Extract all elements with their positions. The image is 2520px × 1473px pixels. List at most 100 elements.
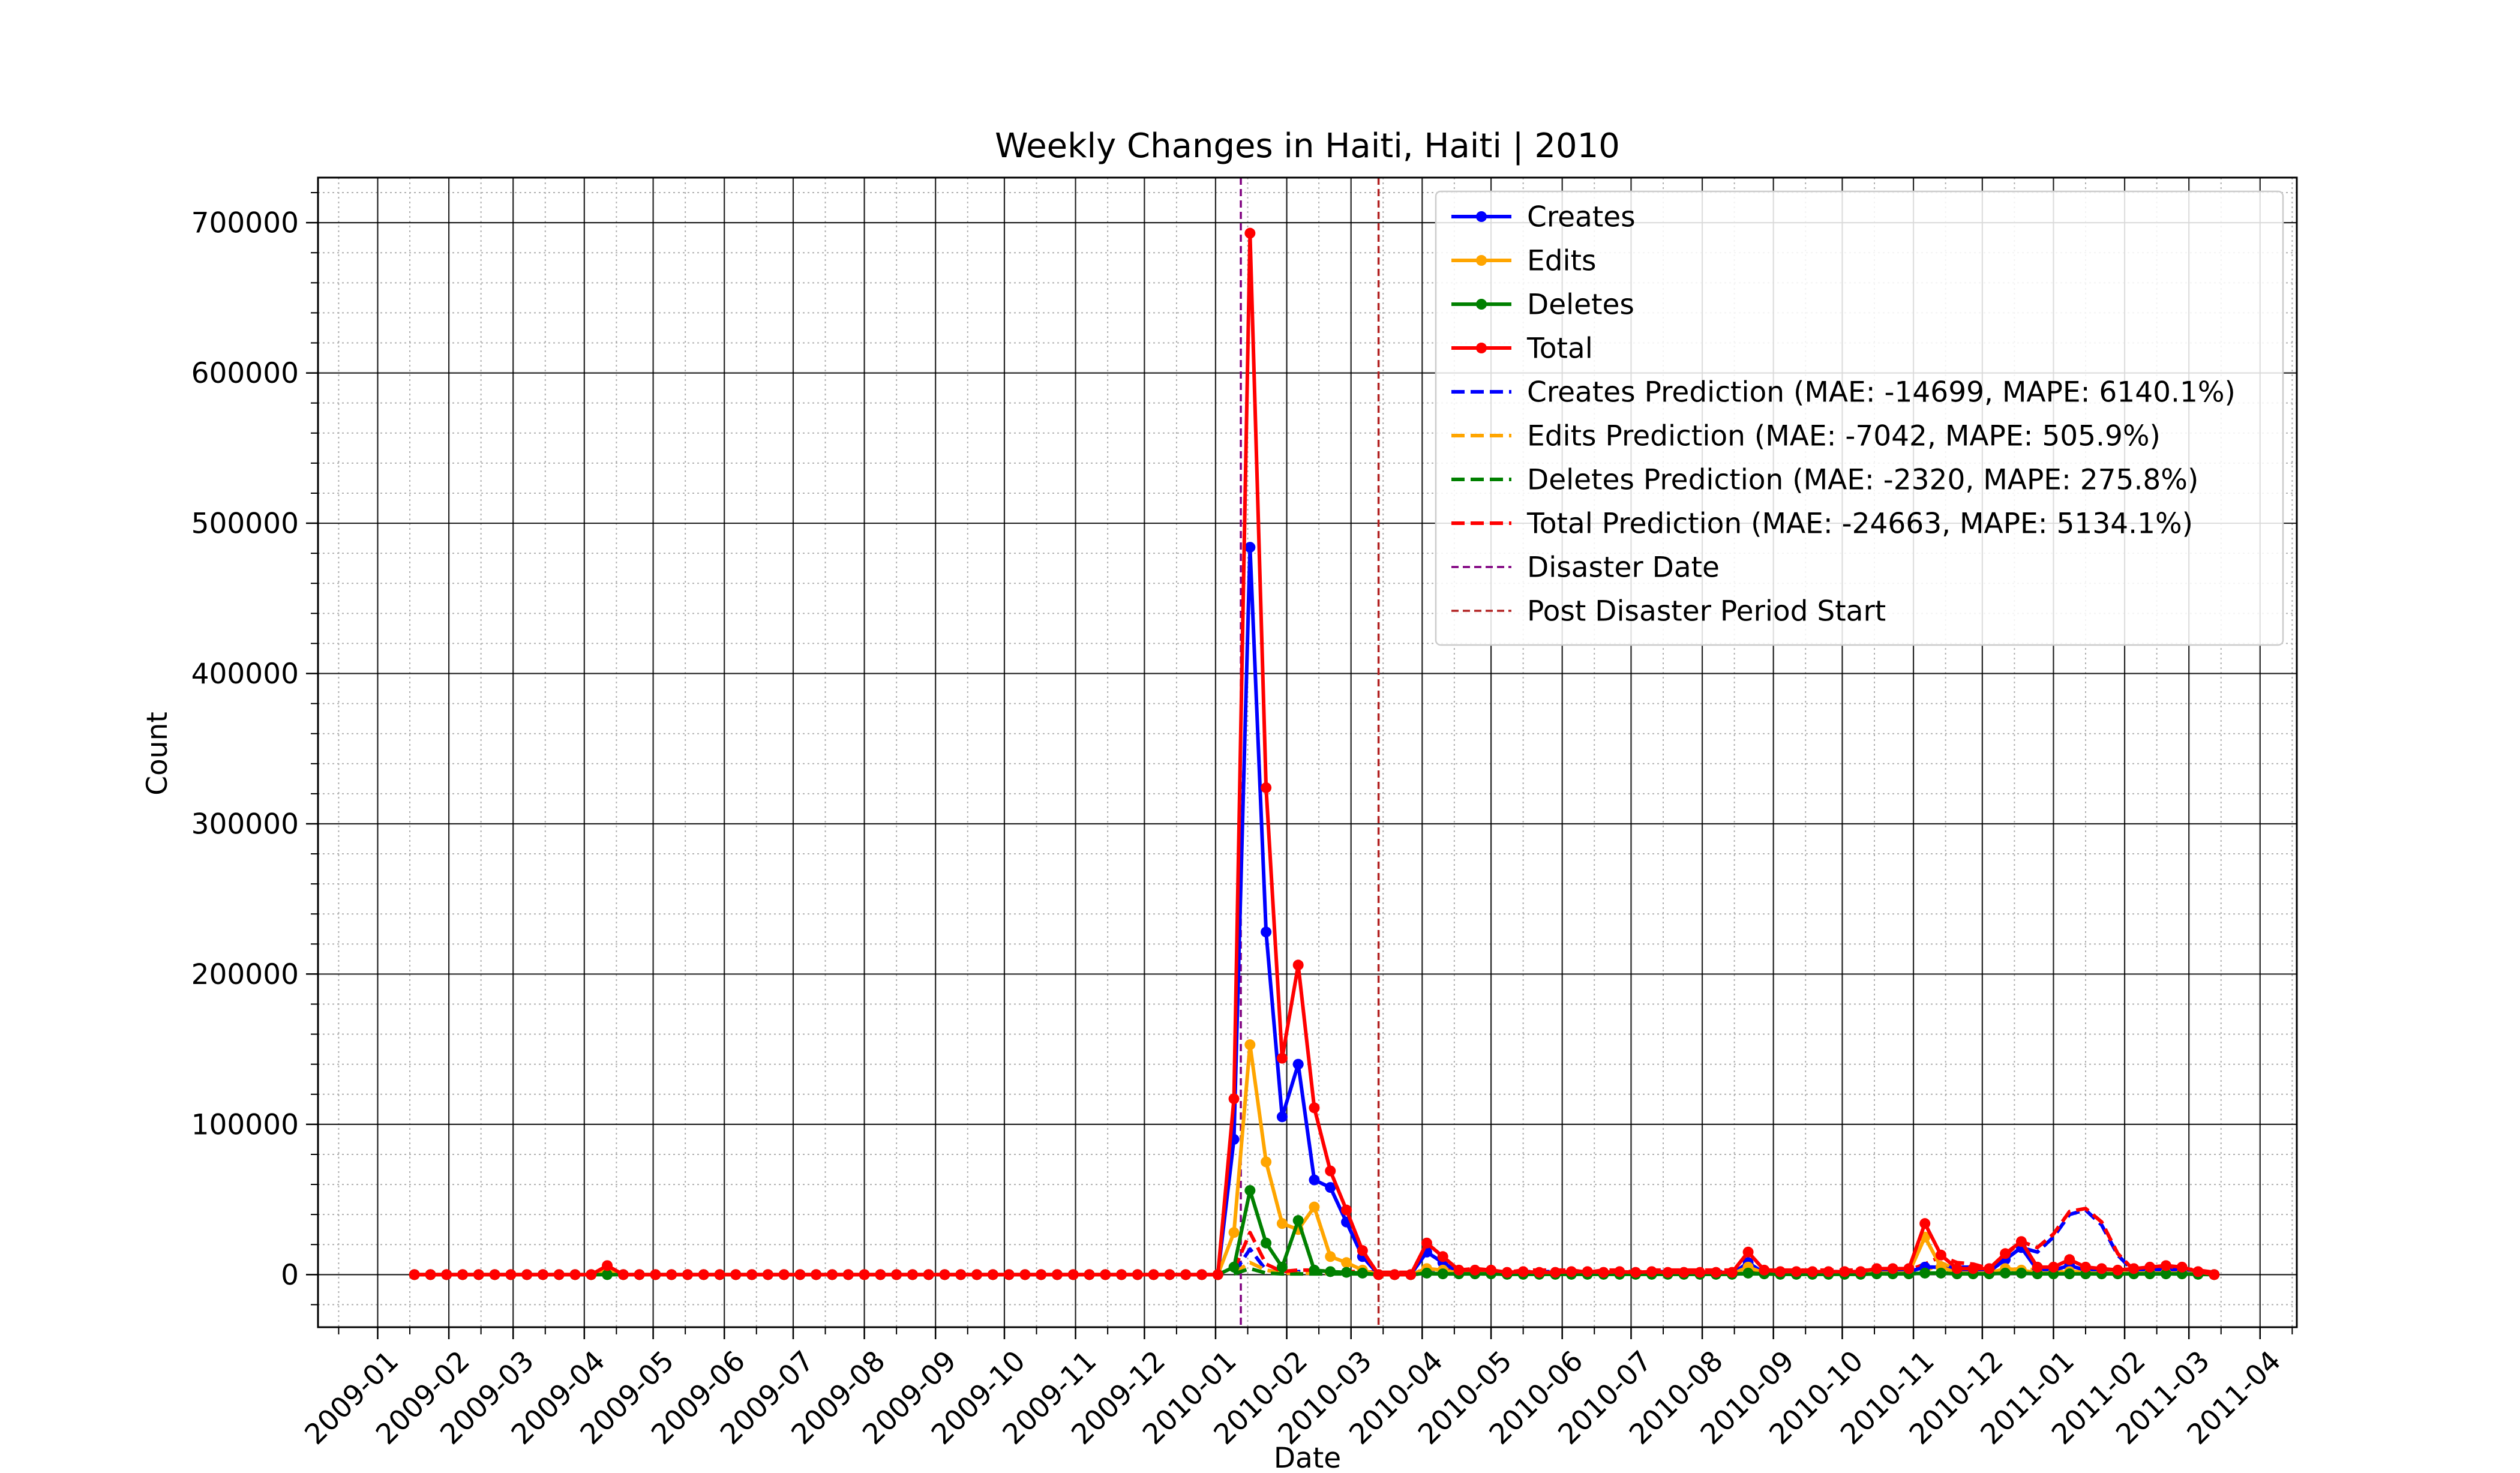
- creates-point: [1244, 542, 1256, 553]
- chart-title: Weekly Changes in Haiti, Haiti | 2010: [995, 127, 1620, 166]
- total-point: [1453, 1264, 1465, 1276]
- total-point: [698, 1269, 709, 1280]
- y-tick-label: 600000: [191, 357, 299, 390]
- edits-point: [1325, 1251, 1336, 1262]
- creates-point: [1309, 1174, 1320, 1186]
- total-point: [955, 1269, 967, 1280]
- total-point: [1292, 959, 1304, 971]
- total-point: [1614, 1266, 1625, 1277]
- y-tick-label: 500000: [191, 508, 299, 541]
- legend: Creates Edits Deletes Total Creates Predicti…: [1435, 190, 2284, 646]
- total-point: [1887, 1263, 1898, 1274]
- legend-deletes-prediction-label: Deletes Prediction (MAE: -2320, MAPE: 27…: [1527, 463, 2198, 496]
- legend-edits-label: Edits: [1527, 244, 1597, 277]
- total-point: [1051, 1269, 1063, 1280]
- edits-point: [1228, 1227, 1240, 1238]
- total-point: [521, 1269, 533, 1280]
- y-tick-label: 300000: [191, 808, 299, 841]
- legend-creates-marker: [1476, 211, 1487, 222]
- total-point: [1003, 1269, 1015, 1280]
- total-point: [2096, 1263, 2107, 1274]
- total-point: [1405, 1269, 1417, 1280]
- y-tick-label: 700000: [191, 207, 299, 240]
- total-point: [1855, 1266, 1867, 1277]
- deletes-point: [1341, 1267, 1352, 1278]
- total-point: [1469, 1264, 1481, 1276]
- total-point: [1903, 1263, 1915, 1274]
- total-point: [2209, 1269, 2220, 1280]
- total-point: [1517, 1266, 1529, 1277]
- deletes-point: [1357, 1267, 1368, 1279]
- creates-prediction-line: [1232, 1208, 2215, 1275]
- deletes-point: [2015, 1267, 2027, 1279]
- edits-point: [1341, 1257, 1352, 1268]
- total-point: [586, 1269, 597, 1280]
- deletes-point: [1742, 1267, 1754, 1279]
- total-point: [682, 1269, 693, 1280]
- edits-point: [1261, 1156, 1272, 1168]
- edits-point: [1276, 1218, 1288, 1229]
- total-point: [1534, 1267, 1545, 1278]
- total-point: [1678, 1267, 1690, 1278]
- total-point: [634, 1269, 645, 1280]
- total-point: [1100, 1269, 1111, 1280]
- total-point: [1036, 1269, 1047, 1280]
- total-point: [794, 1269, 806, 1280]
- total-point: [457, 1269, 469, 1280]
- total-point: [859, 1269, 870, 1280]
- total-point: [1550, 1267, 1561, 1278]
- y-tick-label: 0: [281, 1259, 299, 1292]
- total-point: [650, 1269, 661, 1280]
- total-point: [1244, 227, 1256, 239]
- total-point: [1486, 1264, 1497, 1276]
- total-point: [1919, 1218, 1931, 1229]
- deletes-point: [1437, 1268, 1448, 1280]
- total-point: [1084, 1269, 1095, 1280]
- deletes-point: [2160, 1268, 2171, 1280]
- axes: [317, 176, 2298, 1328]
- edits-point: [1309, 1201, 1320, 1213]
- deletes-point: [1935, 1267, 1946, 1279]
- legend-total-prediction-label: Total Prediction (MAE: -24663, MAPE: 513…: [1526, 507, 2193, 540]
- total-point: [1646, 1266, 1657, 1277]
- total-point: [1067, 1269, 1079, 1280]
- total-point: [1790, 1266, 1802, 1277]
- creates-point: [1325, 1182, 1336, 1193]
- total-point: [1373, 1269, 1384, 1280]
- plot-frame: [317, 176, 2298, 1328]
- total-point: [1598, 1267, 1609, 1278]
- total-point: [1871, 1263, 1882, 1274]
- edits-point: [1244, 1039, 1256, 1051]
- total-point: [827, 1269, 838, 1280]
- total-point: [473, 1269, 484, 1280]
- total-point: [2160, 1260, 2171, 1271]
- legend-total-label: Total: [1526, 332, 1593, 365]
- total-point: [923, 1269, 934, 1280]
- legend-total-marker: [1476, 343, 1487, 353]
- total-point: [939, 1269, 950, 1280]
- deletes-point: [1228, 1261, 1240, 1273]
- total-point: [1389, 1269, 1400, 1280]
- total-point: [666, 1269, 677, 1280]
- y-axis-label: Count: [141, 712, 174, 796]
- total-point: [569, 1269, 581, 1280]
- total-point: [1984, 1263, 1995, 1274]
- total-point: [2064, 1254, 2075, 1265]
- total-point: [1276, 1052, 1288, 1064]
- total-point: [891, 1269, 902, 1280]
- total-point: [1116, 1269, 1127, 1280]
- legend-disaster-date-label: Disaster Date: [1527, 551, 1720, 584]
- creates-point: [1292, 1058, 1304, 1070]
- deletes-point: [1421, 1267, 1432, 1279]
- total-point: [489, 1269, 500, 1280]
- deletes-point: [2000, 1267, 2011, 1279]
- total-point: [1662, 1267, 1673, 1278]
- total-point: [1309, 1102, 1320, 1114]
- total-point: [1196, 1269, 1208, 1280]
- total-point: [811, 1269, 822, 1280]
- deletes-point: [1261, 1237, 1272, 1249]
- total-point: [2048, 1261, 2059, 1273]
- total-point: [1839, 1266, 1850, 1277]
